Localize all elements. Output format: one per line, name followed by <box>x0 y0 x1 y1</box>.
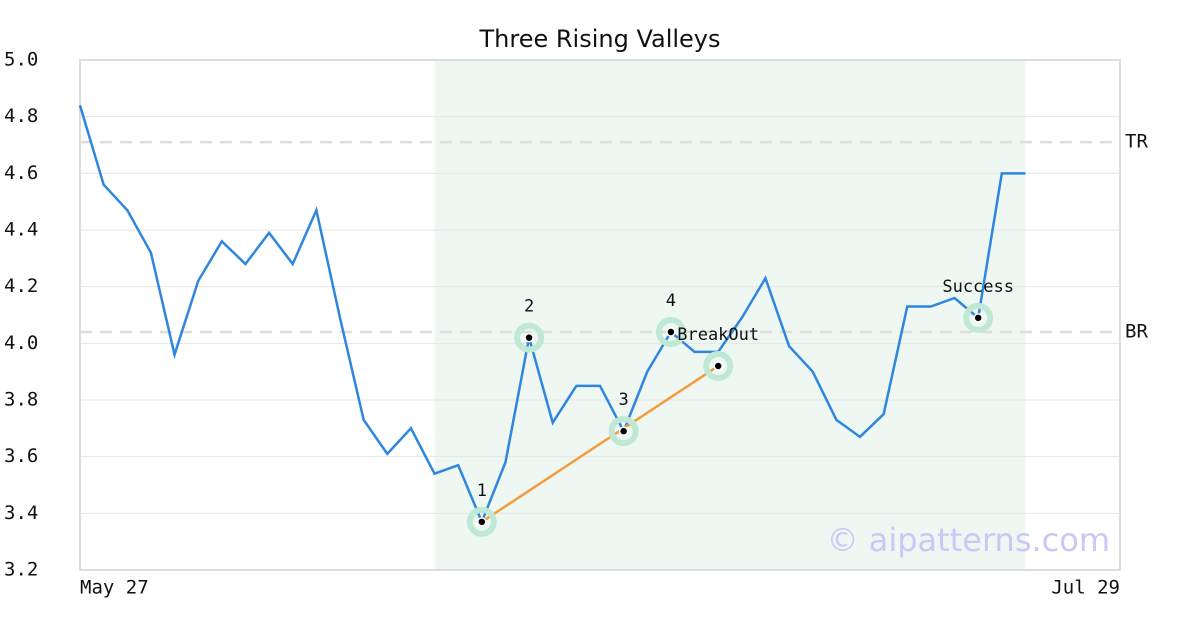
point-halo <box>514 322 545 353</box>
trend-line <box>481 364 719 523</box>
point-halo <box>703 351 734 381</box>
point-marker <box>666 327 676 337</box>
x-tick-label: May 27 <box>80 577 149 599</box>
point-label: 3 <box>619 390 629 410</box>
watermark: © aipatterns.com <box>827 521 1110 559</box>
point-marker <box>477 517 487 527</box>
y-tick-label: 4.2 <box>4 275 38 297</box>
point-label: Success <box>942 277 1014 297</box>
level-label: TR <box>1125 131 1148 153</box>
y-tick-label: 4.0 <box>4 332 38 354</box>
highlight-band <box>434 60 1026 570</box>
y-tick-label: 3.8 <box>4 389 38 411</box>
y-tick-label: 3.6 <box>4 445 38 467</box>
y-tick-label: 5.0 <box>4 49 38 71</box>
level-label: BR <box>1125 321 1148 343</box>
point-label: BreakOut <box>677 325 759 345</box>
x-tick-label: Jul 29 <box>1051 577 1120 599</box>
point-marker <box>713 361 723 371</box>
y-tick-label: 4.6 <box>4 162 38 184</box>
point-label: 4 <box>666 291 676 311</box>
point-halo <box>466 506 497 537</box>
y-tick-label: 4.8 <box>4 105 38 127</box>
point-marker <box>973 313 983 323</box>
y-tick-label: 3.4 <box>4 502 38 524</box>
point-marker <box>618 426 629 436</box>
point-halo <box>608 416 639 447</box>
point-marker <box>524 332 534 343</box>
plot-frame <box>79 59 1121 571</box>
point-label: 2 <box>524 297 534 317</box>
y-tick-label: 4.4 <box>4 219 38 241</box>
chart-title: Three Rising Valleys <box>478 25 720 53</box>
y-tick-label: 3.2 <box>4 559 38 581</box>
point-halo <box>963 302 994 333</box>
point-halo <box>655 317 686 347</box>
price-line <box>78 104 1026 526</box>
point-label: 1 <box>477 481 487 501</box>
